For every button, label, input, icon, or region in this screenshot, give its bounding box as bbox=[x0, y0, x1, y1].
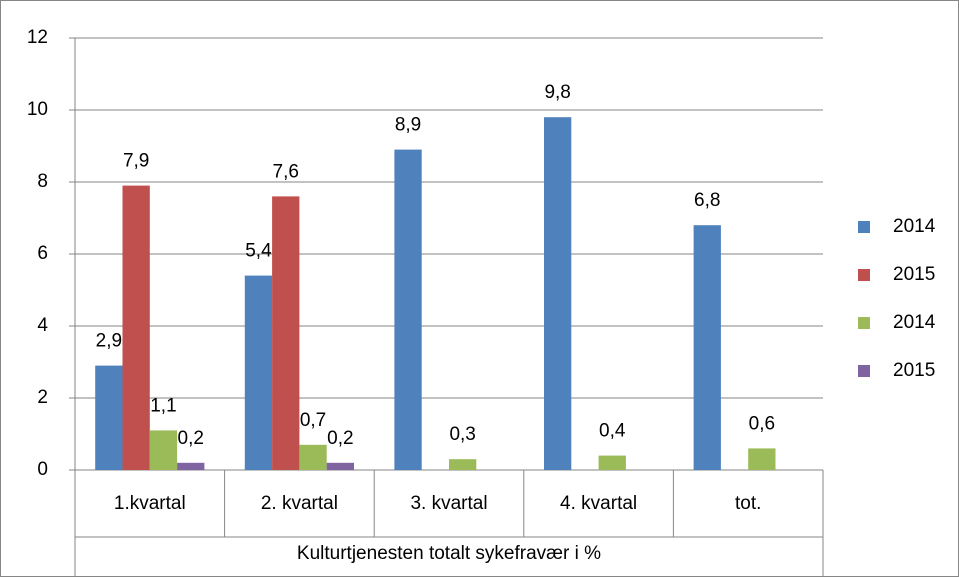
x-tick-label: tot. bbox=[735, 493, 761, 514]
legend-label: 2014 bbox=[893, 216, 936, 237]
bar bbox=[449, 459, 477, 470]
x-tick-label: 4. kvartal bbox=[560, 493, 637, 514]
legend-label: 2014 bbox=[893, 312, 936, 333]
data-label: 0,6 bbox=[749, 413, 775, 434]
data-label: 6,8 bbox=[694, 190, 720, 211]
legend-label: 2015 bbox=[893, 264, 935, 285]
y-tick-label: 0 bbox=[37, 459, 48, 480]
legend-swatch bbox=[858, 365, 870, 377]
data-label: 0,4 bbox=[599, 421, 626, 442]
y-tick-label: 2 bbox=[37, 387, 48, 408]
bar bbox=[748, 448, 776, 470]
data-label: 7,9 bbox=[123, 151, 149, 172]
data-label: 0,2 bbox=[327, 428, 353, 449]
y-tick-label: 10 bbox=[27, 99, 48, 120]
data-label: 0,2 bbox=[178, 428, 204, 449]
bar bbox=[544, 117, 572, 470]
bar bbox=[272, 196, 300, 470]
data-label: 1,1 bbox=[150, 395, 176, 416]
bar bbox=[149, 430, 178, 470]
bar bbox=[693, 225, 721, 470]
bar bbox=[394, 149, 422, 470]
x-tick-label: 1.kvartal bbox=[114, 493, 186, 514]
bar bbox=[244, 275, 273, 470]
data-label: 7,6 bbox=[273, 161, 299, 182]
data-label: 0,3 bbox=[449, 424, 475, 445]
legend-swatch bbox=[858, 317, 870, 329]
data-label: 8,9 bbox=[395, 115, 421, 136]
data-label: 2,9 bbox=[96, 331, 122, 352]
bar bbox=[598, 455, 626, 470]
legend-swatch bbox=[858, 269, 870, 281]
bar bbox=[299, 444, 327, 470]
bar bbox=[95, 365, 123, 470]
legend-label: 2015 bbox=[893, 360, 935, 381]
data-label: 0,7 bbox=[300, 410, 326, 431]
x-tick-label: 2. kvartal bbox=[261, 493, 338, 514]
y-tick-label: 8 bbox=[37, 171, 48, 192]
bar bbox=[326, 462, 354, 470]
y-tick-label: 4 bbox=[37, 315, 48, 336]
bar bbox=[177, 462, 205, 470]
data-label: 9,8 bbox=[544, 82, 570, 103]
legend-swatch bbox=[858, 221, 870, 233]
y-tick-label: 6 bbox=[37, 243, 48, 264]
x-axis-label: Kulturtjenesten totalt sykefravær i % bbox=[297, 543, 601, 564]
y-tick-label: 12 bbox=[27, 27, 48, 48]
x-tick-label: 3. kvartal bbox=[410, 493, 487, 514]
data-label: 5,4 bbox=[245, 241, 272, 262]
bar bbox=[122, 185, 150, 470]
